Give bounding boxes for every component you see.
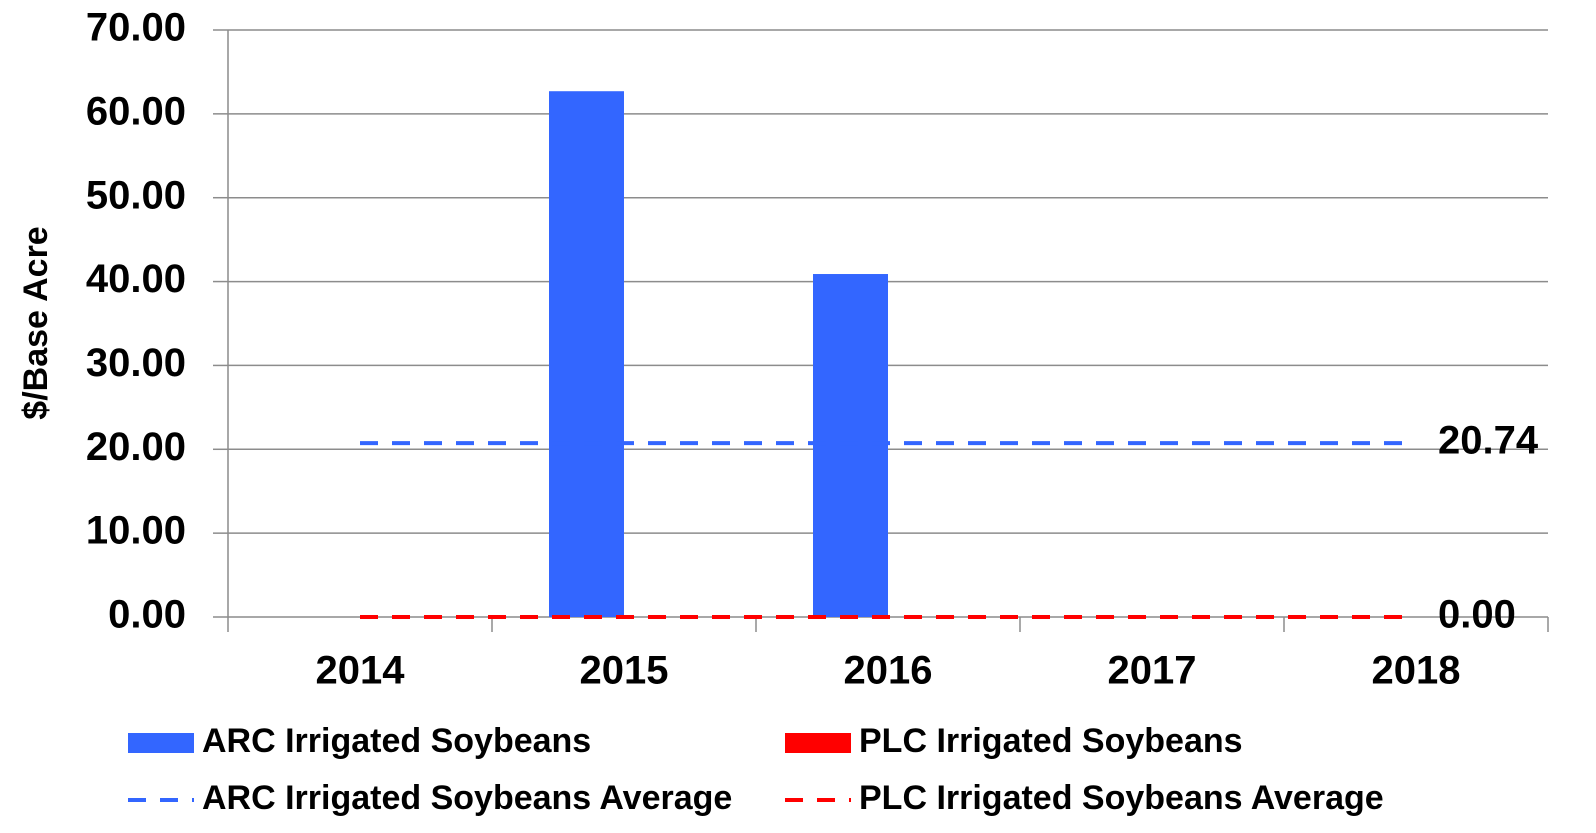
data-label: 20.74 [1438, 419, 1539, 463]
bar [549, 91, 624, 618]
x-tick-label: 2016 [844, 649, 933, 693]
y-axis-label: $/Base Acre [17, 226, 55, 419]
x-tick-label: 2018 [1372, 649, 1461, 693]
y-tick-label: 10.00 [86, 509, 186, 553]
legend-label: PLC Irrigated Soybeans Average [859, 779, 1384, 817]
x-tick-label: 2015 [580, 649, 669, 693]
y-tick-label: 70.00 [86, 6, 186, 50]
bar [813, 274, 888, 617]
legend-swatch [785, 733, 851, 753]
y-tick-label: 20.00 [86, 425, 186, 469]
x-tick-label: 2017 [1108, 649, 1197, 693]
legend-label: PLC Irrigated Soybeans [859, 722, 1243, 760]
y-tick-label: 50.00 [86, 173, 186, 217]
legend-swatch [128, 733, 194, 753]
data-label: 0.00 [1438, 593, 1516, 637]
legend-label: ARC Irrigated Soybeans Average [202, 779, 732, 817]
legend-label: ARC Irrigated Soybeans [202, 722, 591, 760]
y-tick-label: 0.00 [108, 593, 186, 637]
y-tick-label: 30.00 [86, 341, 186, 385]
y-tick-label: 40.00 [86, 257, 186, 301]
y-tick-label: 60.00 [86, 89, 186, 133]
x-tick-label: 2014 [316, 649, 406, 693]
